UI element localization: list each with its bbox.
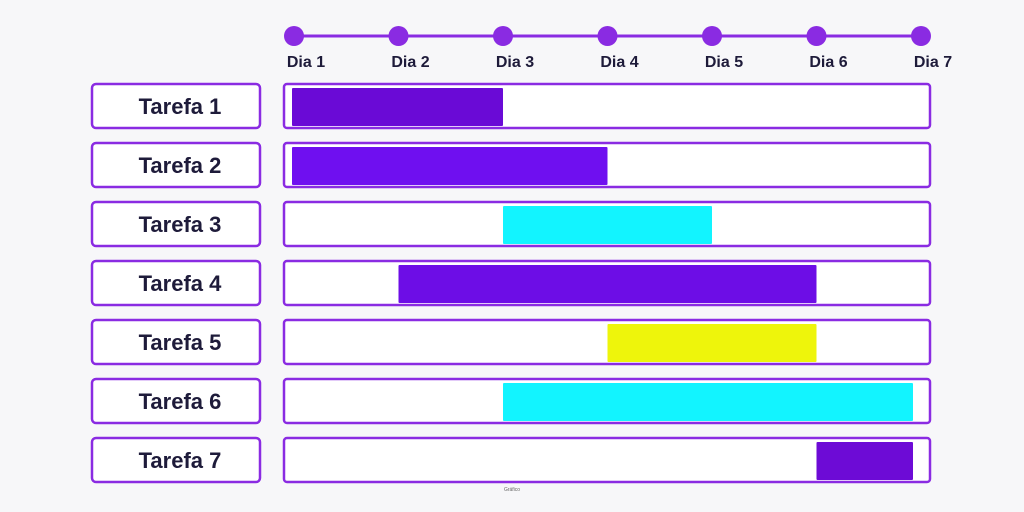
timeline-dot (284, 26, 304, 46)
task-label-box (90, 141, 262, 189)
task-bar (607, 324, 817, 362)
task-rows: Tarefa 1 Tarefa 2 Tarefa 3 Tarefa 4 Tarefa 5… (90, 82, 932, 484)
task-row: Tarefa 3 (90, 200, 932, 248)
task-row: Tarefa 4 (90, 259, 932, 307)
task-row: Tarefa 7 (90, 436, 932, 484)
task-bar (503, 206, 712, 244)
task-bar (503, 383, 913, 421)
timeline-dot (493, 26, 513, 46)
day-tick-label: Dia 1 (287, 54, 325, 71)
timeline-dot (702, 26, 722, 46)
timeline-dot (911, 26, 931, 46)
timeline-dot (597, 26, 618, 46)
day-tick-label: Dia 6 (809, 54, 847, 71)
day-tick-label: Dia 7 (914, 54, 952, 71)
day-tick-label: Dia 4 (600, 54, 638, 71)
timeline-dot (806, 26, 827, 46)
task-label: Tarefa 7 (139, 448, 222, 473)
task-row: Tarefa 1 (90, 82, 932, 130)
timeline-dot (388, 26, 409, 46)
task-label-box (90, 259, 262, 307)
task-label-box (90, 436, 262, 484)
task-label: Tarefa 1 (139, 94, 222, 119)
task-track (282, 436, 932, 484)
task-label: Tarefa 2 (139, 153, 222, 178)
timeline: Dia 1 Dia 2 Dia 3 Dia 4 Dia 5 Dia 6 Dia 7 (284, 26, 952, 71)
task-row: Tarefa 2 (90, 141, 932, 189)
day-tick-label: Dia 5 (705, 54, 743, 71)
task-bar (398, 265, 817, 303)
day-tick-label: Dia 2 (391, 54, 429, 71)
task-label: Tarefa 6 (139, 389, 222, 414)
task-label-box (90, 318, 262, 366)
task-bar (816, 442, 913, 480)
task-label: Tarefa 4 (139, 271, 223, 296)
day-tick-label: Dia 3 (496, 54, 534, 71)
task-label-box (90, 82, 262, 130)
task-track (282, 318, 932, 366)
task-row: Tarefa 6 (90, 377, 932, 425)
task-bar (292, 88, 503, 126)
task-bar (292, 147, 608, 185)
task-label-box (90, 200, 262, 248)
task-label: Tarefa 5 (139, 330, 222, 355)
chart-footnote: Gráfico (504, 487, 520, 493)
task-label-box (90, 377, 262, 425)
task-row: Tarefa 5 (90, 318, 932, 366)
task-label: Tarefa 3 (139, 212, 222, 237)
